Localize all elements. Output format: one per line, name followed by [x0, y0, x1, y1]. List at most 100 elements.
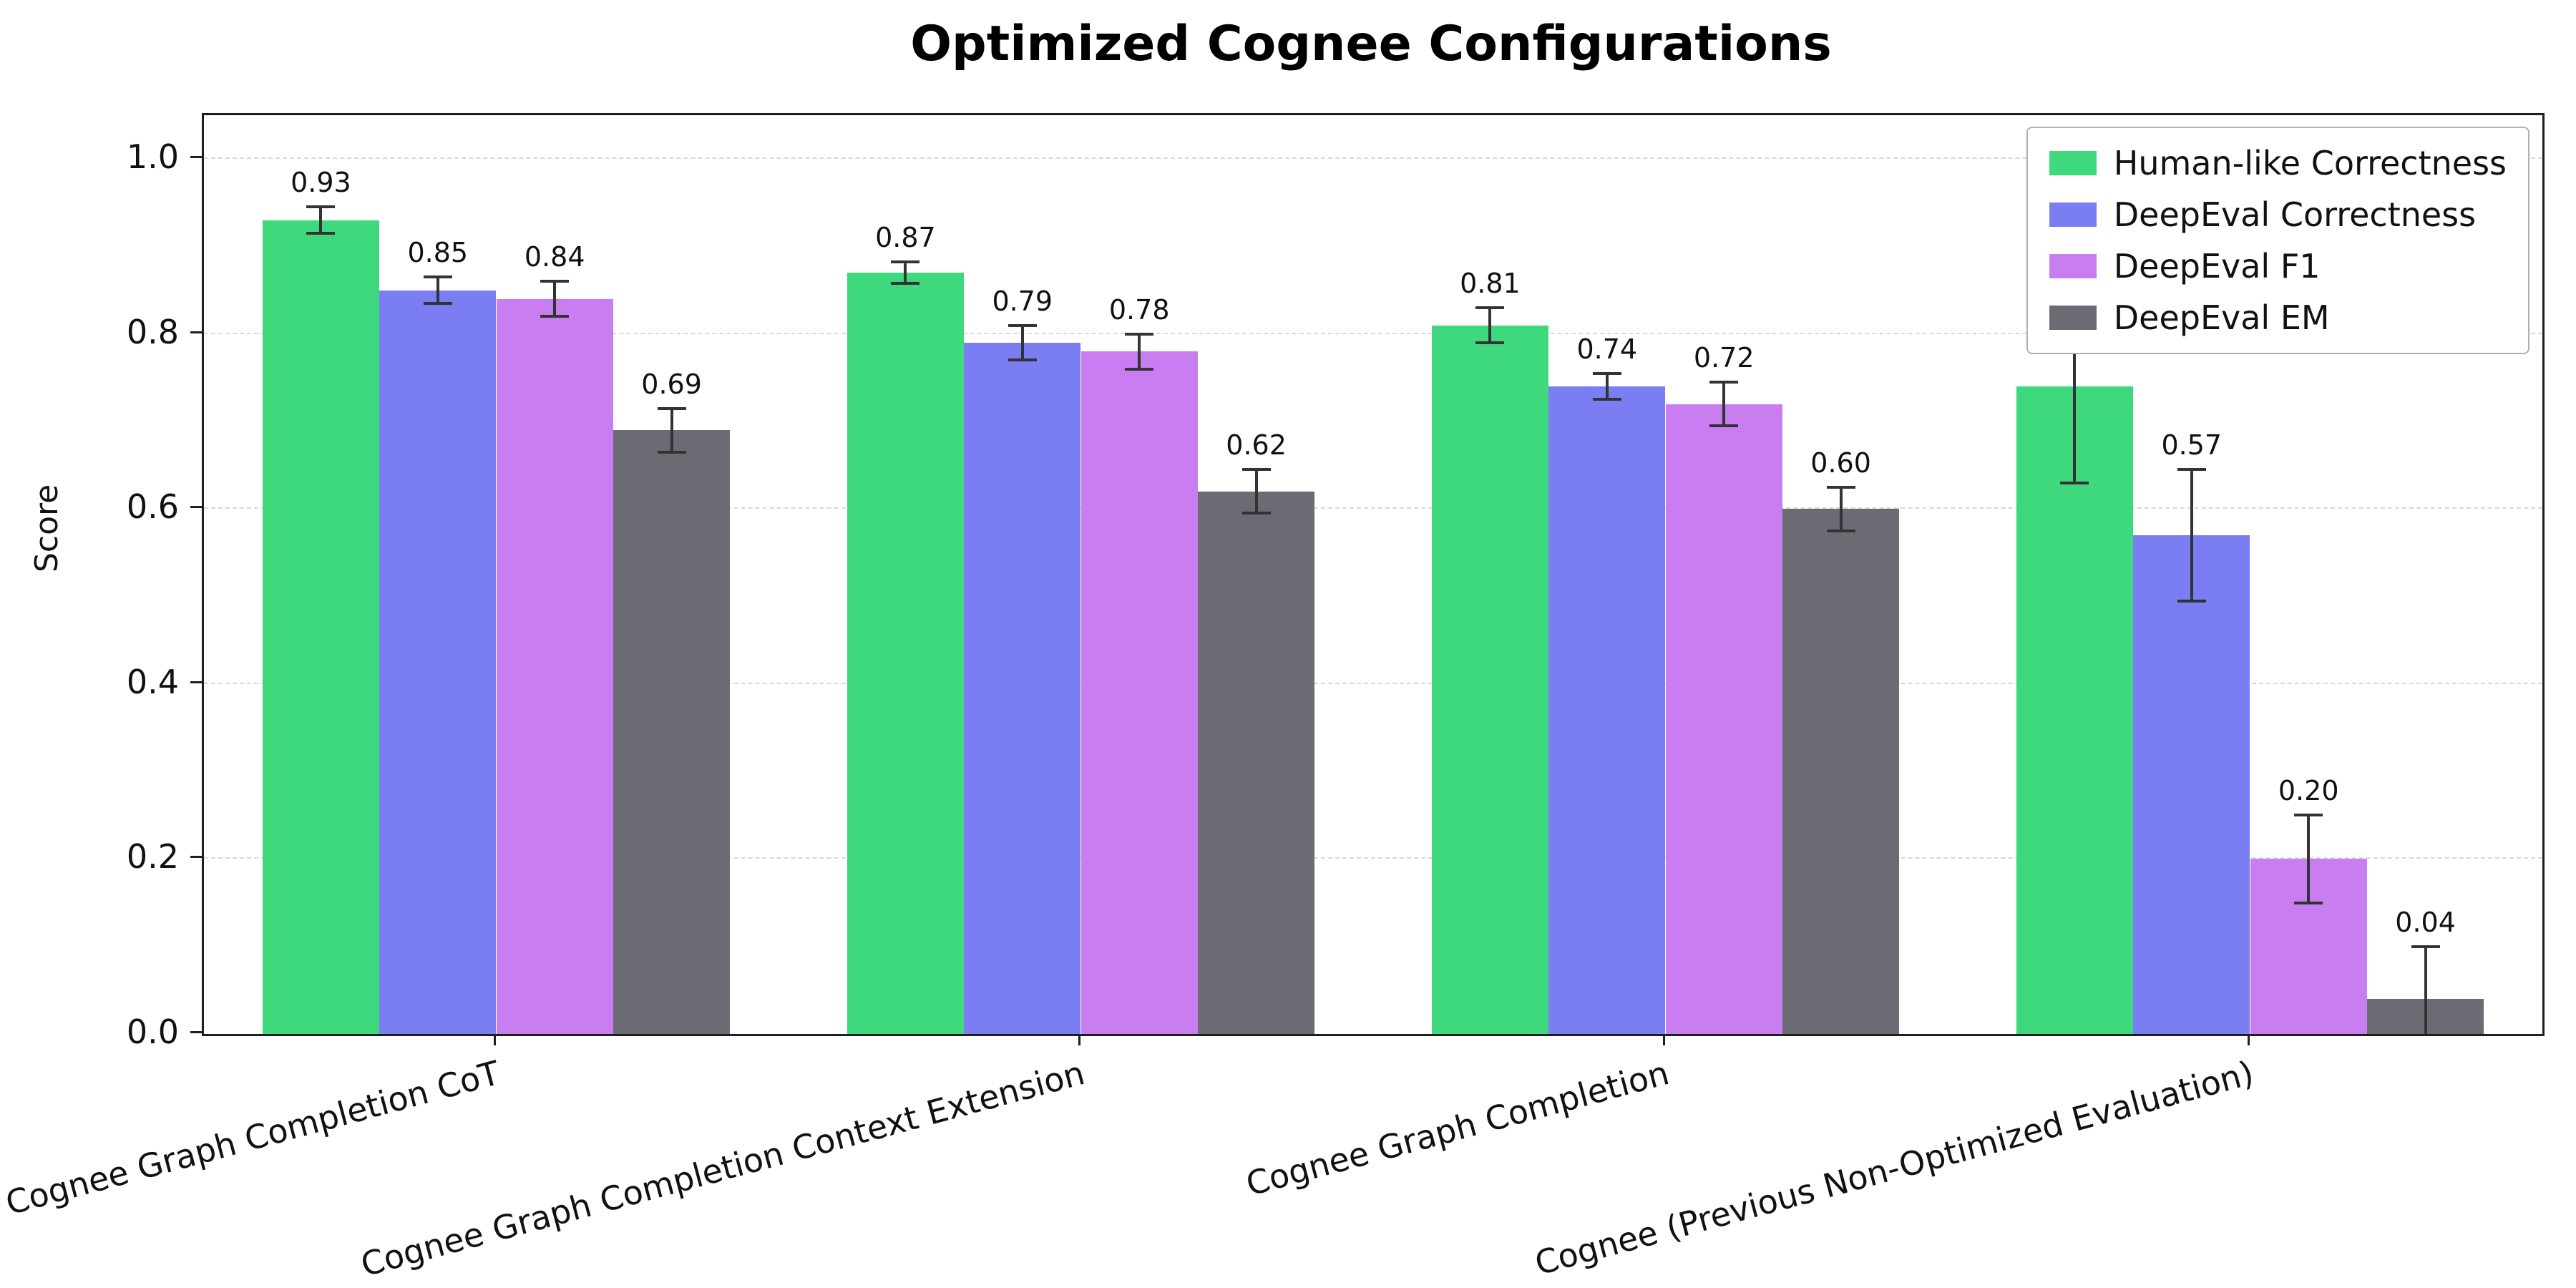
error-bar-cap	[1826, 529, 1855, 532]
bar-value-label: 0.69	[641, 368, 702, 400]
error-bar	[2190, 469, 2193, 601]
bar-value-label: 0.85	[407, 237, 469, 269]
error-bar	[1138, 333, 1141, 369]
bar-value-label: 0.04	[2395, 906, 2456, 938]
error-bar-cap	[423, 275, 452, 279]
y-tick-mark	[190, 856, 202, 859]
bar-human-like-correctness	[847, 273, 965, 1034]
bar-deepeval-correctness	[2133, 535, 2250, 1034]
legend-item: Human-like Correctness	[2049, 144, 2507, 182]
x-tick-label: Cognee Graph Completion	[1242, 1053, 1674, 1204]
error-bar-cap	[1709, 424, 1739, 428]
error-bar-cap	[1592, 398, 1621, 401]
legend-item: DeepEval EM	[2049, 298, 2507, 337]
bar-value-label: 0.87	[875, 222, 936, 254]
error-bar	[436, 277, 439, 303]
bar-deepeval-correctness	[379, 290, 497, 1034]
bar-human-like-correctness	[1431, 325, 1549, 1034]
gridline	[204, 682, 2542, 684]
error-bar-cap	[1008, 358, 1037, 362]
bar-value-label: 0.57	[2161, 429, 2223, 462]
bar-value-label: 0.93	[291, 167, 351, 199]
error-bar-cap	[657, 406, 686, 410]
gridline	[204, 507, 2542, 509]
error-bar-cap	[540, 280, 570, 283]
bar-value-label: 0.62	[1226, 429, 1287, 462]
bar-value-label: 0.81	[1460, 268, 1521, 300]
error-bar-cap	[657, 450, 686, 454]
legend-label: Human-like Correctness	[2113, 144, 2507, 182]
y-tick-label: 0.6	[126, 487, 179, 527]
x-tick-mark	[2247, 1034, 2250, 1045]
legend-swatch	[2049, 254, 2097, 278]
y-tick-label: 1.0	[126, 137, 179, 177]
legend-label: DeepEval EM	[2113, 298, 2330, 337]
error-bar	[2307, 815, 2311, 903]
x-tick-mark	[493, 1034, 496, 1045]
bar-value-label: 0.84	[524, 241, 585, 273]
legend-label: DeepEval Correctness	[2113, 195, 2477, 234]
error-bar-cap	[1475, 306, 1505, 310]
error-bar-cap	[1241, 512, 1271, 515]
error-bar	[319, 207, 323, 234]
legend-label: DeepEval F1	[2113, 247, 2321, 286]
error-bar-cap	[2294, 814, 2323, 817]
gridline	[204, 332, 2542, 334]
bar-deepeval-f1	[1665, 404, 1782, 1034]
legend-item: DeepEval F1	[2049, 247, 2507, 286]
y-tick-label: 0.4	[126, 662, 179, 701]
x-tick-mark	[1662, 1034, 1665, 1045]
chart-title: Optimized Cognee Configurations	[910, 16, 1832, 72]
error-bar-cap	[1241, 468, 1271, 472]
bar-deepeval-em	[1782, 509, 1900, 1034]
error-bar	[553, 281, 557, 317]
bar-deepeval-f1	[496, 298, 613, 1034]
bar-value-label: 0.60	[1810, 447, 1871, 479]
error-bar-cap	[2177, 599, 2206, 602]
bar-human-like-correctness	[262, 220, 380, 1034]
error-bar-cap	[1125, 367, 1154, 371]
plot-area: 0.93 0.85 0.84 0.69 0.87 0.79 0.78 0.62 0.81 0.74…	[202, 113, 2545, 1036]
error-bar-cap	[891, 260, 920, 264]
bar-deepeval-correctness	[964, 342, 1081, 1034]
bar-value-label: 0.72	[1693, 341, 1755, 374]
y-tick-label: 0.0	[126, 1013, 179, 1051]
y-tick-label: 0.2	[126, 837, 179, 877]
error-bar	[1605, 373, 1609, 400]
y-tick-mark	[190, 156, 202, 159]
bar-deepeval-correctness	[1548, 386, 1666, 1034]
error-bar-cap	[891, 281, 920, 285]
x-tick-mark	[1078, 1034, 1080, 1045]
bar-value-label: 0.78	[1108, 293, 1170, 326]
bar-value-label: 0.74	[1576, 333, 1638, 365]
y-tick-label: 0.8	[126, 312, 179, 351]
y-tick-mark	[190, 506, 202, 509]
error-bar-cap	[1709, 380, 1739, 384]
error-bar-cap	[2060, 481, 2089, 484]
bar-value-label: 0.79	[992, 285, 1053, 317]
bar-deepeval-em	[613, 430, 731, 1034]
bar-deepeval-f1	[1080, 351, 1198, 1034]
error-bar-cap	[2177, 468, 2206, 472]
legend-swatch	[2049, 203, 2097, 227]
error-bar-cap	[306, 232, 336, 235]
error-bar-cap	[2294, 901, 2323, 904]
x-tick-label: Cognee Graph Completion CoT	[1, 1053, 504, 1223]
error-bar	[1722, 381, 1726, 426]
error-bar	[904, 262, 907, 283]
error-bar-cap	[423, 301, 452, 305]
legend-swatch	[2049, 151, 2097, 175]
y-tick-mark	[190, 331, 202, 333]
legend-item: DeepEval Correctness	[2049, 195, 2507, 234]
legend: Human-like Correctness DeepEval Correctne…	[2026, 127, 2529, 354]
error-bar	[2424, 946, 2427, 1034]
error-bar	[1254, 469, 1258, 514]
error-bar	[670, 408, 673, 452]
y-tick-mark	[190, 680, 202, 683]
error-bar-cap	[1125, 332, 1154, 336]
bar-human-like-correctness	[2016, 386, 2134, 1034]
error-bar-cap	[306, 205, 336, 209]
error-bar-cap	[1826, 485, 1855, 489]
bar-value-label: 0.20	[2278, 775, 2339, 807]
